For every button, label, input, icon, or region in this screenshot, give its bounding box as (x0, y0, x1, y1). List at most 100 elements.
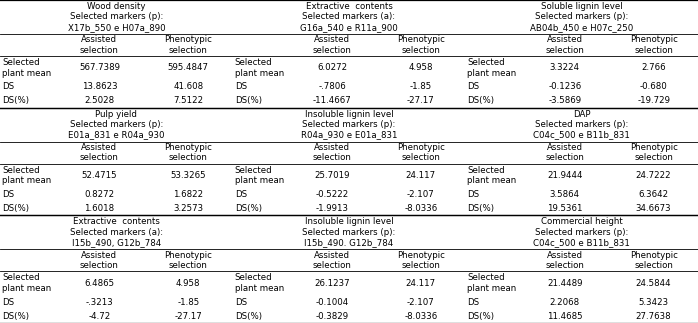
Text: DS(%): DS(%) (2, 204, 29, 213)
Text: 7.5122: 7.5122 (173, 96, 203, 105)
Text: 2.766: 2.766 (641, 63, 666, 72)
Text: 21.4489: 21.4489 (547, 279, 583, 288)
Text: 6.4865: 6.4865 (84, 279, 114, 288)
Text: -4.72: -4.72 (88, 311, 110, 320)
Text: Phenotypic
selection: Phenotypic selection (397, 35, 445, 55)
Text: 21.9444: 21.9444 (547, 171, 583, 180)
Text: Soluble lignin level
Selected markers (p):
AB04b_450 e H07c_250: Soluble lignin level Selected markers (p… (530, 2, 633, 32)
Text: Extractive  contents
Selected markers (a):
G16a_540 e R11a_900: Extractive contents Selected markers (a)… (300, 2, 398, 32)
Text: -0.3829: -0.3829 (315, 311, 348, 320)
Text: DS: DS (235, 297, 247, 307)
Text: 25.7019: 25.7019 (314, 171, 350, 180)
Text: 2.5028: 2.5028 (84, 96, 114, 105)
Text: Commercial height
Selected markers (p):
C04c_500 e B11b_831: Commercial height Selected markers (p): … (533, 217, 630, 247)
Text: DS(%): DS(%) (468, 311, 494, 320)
Text: Assisted
selection: Assisted selection (313, 143, 352, 162)
Text: DS(%): DS(%) (2, 96, 29, 105)
Text: -0.1004: -0.1004 (315, 297, 349, 307)
Text: -3.5869: -3.5869 (548, 96, 581, 105)
Text: 24.7222: 24.7222 (636, 171, 671, 180)
Text: Selected
plant mean: Selected plant mean (468, 166, 517, 185)
Text: Selected
plant mean: Selected plant mean (2, 58, 51, 78)
Text: Selected
plant mean: Selected plant mean (235, 166, 284, 185)
Text: Assisted
selection: Assisted selection (313, 35, 352, 55)
Text: -8.0336: -8.0336 (404, 311, 438, 320)
Text: Selected
plant mean: Selected plant mean (235, 58, 284, 78)
Text: DS: DS (2, 190, 14, 199)
Text: Phenotypic
selection: Phenotypic selection (630, 251, 678, 270)
Text: -27.17: -27.17 (407, 96, 435, 105)
Text: -.3213: -.3213 (86, 297, 113, 307)
Text: DS: DS (468, 297, 480, 307)
Text: DS(%): DS(%) (235, 204, 262, 213)
Text: 53.3265: 53.3265 (170, 171, 206, 180)
Text: -2.107: -2.107 (407, 297, 435, 307)
Text: -19.729: -19.729 (637, 96, 670, 105)
Text: DS: DS (2, 297, 14, 307)
Text: Phenotypic
selection: Phenotypic selection (630, 143, 678, 162)
Text: 3.2573: 3.2573 (173, 204, 203, 213)
Text: -11.4667: -11.4667 (313, 96, 352, 105)
Text: Phenotypic
selection: Phenotypic selection (397, 251, 445, 270)
Text: DS: DS (235, 190, 247, 199)
Text: DS: DS (235, 82, 247, 91)
Text: Wood density
Selected markers (p):
X17b_550 e H07a_890: Wood density Selected markers (p): X17b_… (68, 2, 165, 32)
Text: 1.6018: 1.6018 (84, 204, 114, 213)
Text: Assisted
selection: Assisted selection (545, 251, 584, 270)
Text: 24.117: 24.117 (406, 279, 436, 288)
Text: 41.608: 41.608 (173, 82, 203, 91)
Text: 24.117: 24.117 (406, 171, 436, 180)
Text: 4.958: 4.958 (408, 63, 433, 72)
Text: Phenotypic
selection: Phenotypic selection (164, 251, 212, 270)
Text: DS: DS (468, 82, 480, 91)
Text: -2.107: -2.107 (407, 190, 435, 199)
Text: DS(%): DS(%) (2, 311, 29, 320)
Text: -.7806: -.7806 (318, 82, 346, 91)
Text: 3.3224: 3.3224 (550, 63, 580, 72)
Text: -27.17: -27.17 (174, 311, 202, 320)
Text: -1.85: -1.85 (410, 82, 432, 91)
Text: 567.7389: 567.7389 (79, 63, 120, 72)
Text: Pulp yield
Selected markers (p):
E01a_831 e R04a_930: Pulp yield Selected markers (p): E01a_83… (68, 110, 165, 140)
Text: Assisted
selection: Assisted selection (80, 35, 119, 55)
Text: Assisted
selection: Assisted selection (80, 143, 119, 162)
Text: DAP
Selected markers (p):
C04c_500 e B11b_831: DAP Selected markers (p): C04c_500 e B11… (533, 110, 630, 140)
Text: 26.1237: 26.1237 (314, 279, 350, 288)
Text: 24.5844: 24.5844 (636, 279, 671, 288)
Text: 27.7638: 27.7638 (636, 311, 671, 320)
Text: 3.5864: 3.5864 (550, 190, 580, 199)
Text: 52.4715: 52.4715 (82, 171, 117, 180)
Text: Extractive  contents
Selected markers (a):
I15b_490, G12b_784: Extractive contents Selected markers (a)… (70, 217, 163, 247)
Text: Phenotypic
selection: Phenotypic selection (630, 35, 678, 55)
Text: 19.5361: 19.5361 (547, 204, 583, 213)
Text: 0.8272: 0.8272 (84, 190, 114, 199)
Text: 6.0272: 6.0272 (317, 63, 347, 72)
Text: -0.1236: -0.1236 (548, 82, 581, 91)
Text: Selected
plant mean: Selected plant mean (468, 274, 517, 293)
Text: Assisted
selection: Assisted selection (545, 143, 584, 162)
Text: Assisted
selection: Assisted selection (313, 251, 352, 270)
Text: Phenotypic
selection: Phenotypic selection (164, 35, 212, 55)
Text: DS(%): DS(%) (468, 204, 494, 213)
Text: DS(%): DS(%) (235, 96, 262, 105)
Text: 11.4685: 11.4685 (547, 311, 583, 320)
Text: 1.6822: 1.6822 (173, 190, 203, 199)
Text: DS: DS (2, 82, 14, 91)
Text: -1.85: -1.85 (177, 297, 200, 307)
Text: Assisted
selection: Assisted selection (80, 251, 119, 270)
Text: Selected
plant mean: Selected plant mean (2, 166, 51, 185)
Text: 2.2068: 2.2068 (550, 297, 580, 307)
Text: Assisted
selection: Assisted selection (545, 35, 584, 55)
Text: DS(%): DS(%) (468, 96, 494, 105)
Text: Selected
plant mean: Selected plant mean (468, 58, 517, 78)
Text: Phenotypic
selection: Phenotypic selection (164, 143, 212, 162)
Text: 595.4847: 595.4847 (168, 63, 209, 72)
Text: Phenotypic
selection: Phenotypic selection (397, 143, 445, 162)
Text: 4.958: 4.958 (176, 279, 200, 288)
Text: -0.5222: -0.5222 (315, 190, 349, 199)
Text: 6.3642: 6.3642 (639, 190, 669, 199)
Text: -1.9913: -1.9913 (315, 204, 348, 213)
Text: Selected
plant mean: Selected plant mean (235, 274, 284, 293)
Text: 34.6673: 34.6673 (636, 204, 671, 213)
Text: Insoluble lignin level
Selected markers (p):
R04a_930 e E01a_831: Insoluble lignin level Selected markers … (301, 110, 397, 140)
